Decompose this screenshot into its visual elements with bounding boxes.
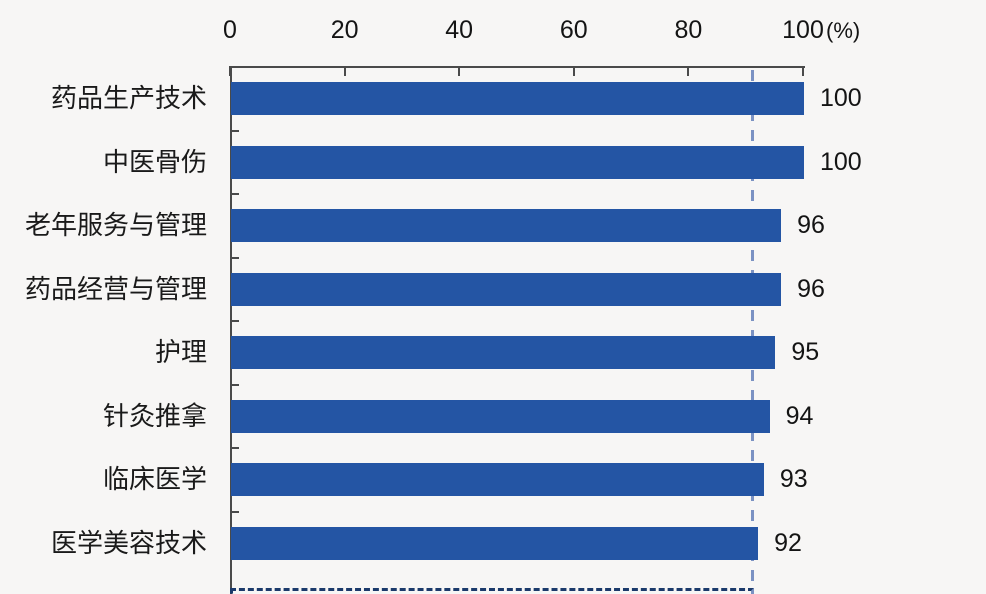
bar (231, 336, 776, 369)
x-axis-tick-label: 80 (674, 16, 703, 44)
bar (231, 526, 759, 560)
x-axis-tick-mark (572, 66, 575, 76)
x-axis-line (230, 66, 805, 68)
x-axis-tick-mark (458, 66, 461, 76)
axis-unit-label: (%) (826, 18, 861, 43)
y-axis-minor-tick (232, 510, 239, 513)
bar-row: 中医骨伤 100 (0, 129, 986, 195)
bar-row: 针灸推拿 94 (0, 383, 986, 449)
x-axis-tick-label: 20 (330, 16, 359, 44)
bar (231, 272, 782, 306)
x-axis-tick-mark (802, 66, 804, 76)
bar (231, 399, 770, 433)
value-label: 93 (779, 465, 808, 493)
y-axis-minor-tick (232, 256, 239, 259)
x-axis-tick-label: 0 (223, 16, 237, 44)
category-label: 医学美容技术 (50, 528, 207, 559)
bar (231, 82, 804, 115)
value-label: 100 (820, 147, 862, 176)
value-label: 96 (797, 274, 825, 303)
bar-row: 老年服务与管理 96 (0, 193, 986, 258)
category-label: 临床医学 (102, 465, 207, 495)
category-label: 护理 (154, 338, 207, 368)
category-label: 老年服务与管理 (24, 211, 207, 241)
reference-dashed-line (751, 70, 755, 594)
x-axis-tick-mark (229, 66, 231, 76)
value-label: 96 (797, 211, 825, 239)
bar-row: 药品经营与管理 96 (0, 256, 986, 322)
bar-row: 医学美容技术 92 (0, 510, 986, 576)
bar-row: 药品生产技术 100 (0, 67, 986, 131)
value-label: 95 (791, 338, 820, 366)
y-axis-minor-tick (232, 447, 239, 449)
value-label: 94 (785, 401, 814, 430)
bar (231, 145, 804, 179)
bar (231, 463, 764, 496)
x-axis-tick-label: 60 (559, 16, 588, 44)
y-axis-minor-tick (232, 383, 239, 386)
partial-dashed-bar (230, 588, 755, 594)
category-label: 中医骨伤 (102, 147, 207, 178)
y-axis-line (230, 66, 232, 594)
x-axis-tick-label: 40 (445, 16, 474, 44)
category-label: 针灸推拿 (102, 401, 207, 432)
bar-row: 护理 95 (0, 320, 986, 385)
bar-row: 临床医学 93 (0, 447, 986, 512)
x-axis-tick-label: 100 (782, 16, 824, 44)
y-axis-minor-tick (232, 129, 239, 132)
category-label: 药品经营与管理 (24, 274, 207, 305)
x-axis-tick-mark (343, 66, 346, 76)
category-label: 药品生产技术 (50, 84, 207, 114)
bar (231, 209, 782, 242)
value-label: 100 (820, 84, 862, 112)
y-axis-minor-tick (232, 320, 239, 322)
value-label: 92 (774, 528, 802, 557)
y-axis-minor-tick (232, 193, 239, 195)
x-axis-tick-mark (687, 66, 690, 76)
